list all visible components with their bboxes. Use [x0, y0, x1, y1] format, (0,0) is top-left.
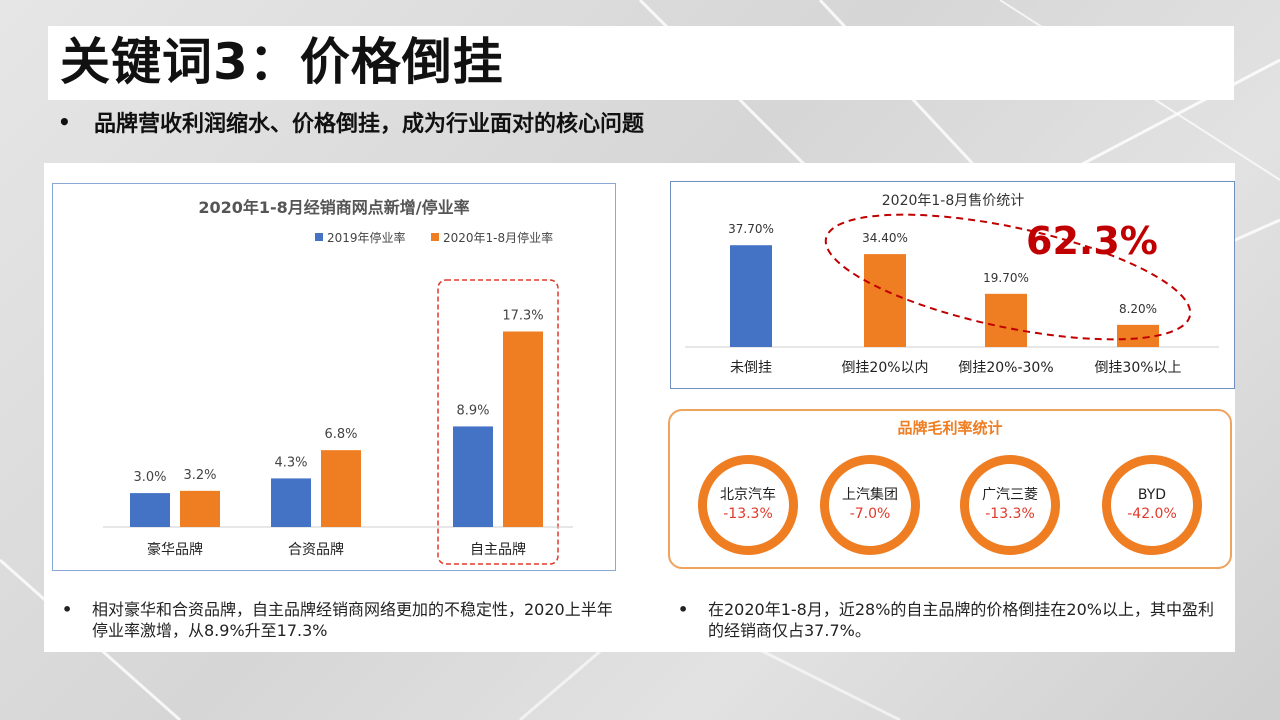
page-subtitle: 品牌营收利润缩水、价格倒挂，成为行业面对的核心问题 [94, 112, 645, 137]
data-label: 6.8% [324, 427, 357, 442]
bullet-marker: • [678, 600, 689, 619]
data-label: 8.20% [1119, 302, 1157, 316]
legend-swatch [431, 233, 439, 241]
data-label: 37.70% [728, 222, 774, 236]
legend-label: 2019年停业率 [327, 230, 406, 245]
bar [271, 478, 311, 527]
bar [321, 450, 361, 527]
bullet-marker: • [58, 110, 71, 134]
margin-brand-value: -42.0% [1127, 506, 1177, 522]
data-label: 4.3% [274, 455, 307, 470]
category-label: 倒挂20%以内 [841, 360, 928, 376]
closure-rate-chart: 2020年1-8月经销商网点新增/停业率 2019年停业率 2020年1-8月停业率… [52, 183, 616, 571]
margin-brand-name: 北京汽车 [720, 487, 776, 503]
highlight-ellipse [824, 213, 1192, 341]
price-inversion-chart-svg: 2020年1-8月售价统计 37.70% 未倒挂 34.40% 倒挂20%以内 19.70… [685, 193, 1219, 376]
content-panel: 2020年1-8月经销商网点新增/停业率 2019年停业率 2020年1-8月停业率… [44, 163, 1235, 652]
data-label: 3.0% [133, 470, 166, 485]
margin-ring-byd: BYD -42.0% [1102, 455, 1202, 555]
margin-ring-saic: 上汽集团 -7.0% [820, 455, 920, 555]
category-label: 倒挂20%-30% [958, 360, 1053, 376]
bar [180, 490, 220, 527]
data-label: 3.2% [183, 468, 216, 483]
category-label: 合资品牌 [288, 541, 344, 558]
bar [453, 426, 493, 527]
price-inversion-chart: 2020年1-8月售价统计 37.70% 未倒挂 34.40% 倒挂20%以内 19.70… [670, 181, 1235, 389]
legend-swatch [315, 233, 323, 241]
margin-ring-gac-mitsubishi: 广汽三菱 -13.3% [960, 455, 1060, 555]
margin-brand-value: -7.0% [849, 506, 891, 522]
data-label: 19.70% [983, 271, 1029, 285]
highlight-box [437, 279, 559, 565]
data-label: 34.40% [862, 231, 908, 245]
bar [503, 331, 543, 527]
category-label: 未倒挂 [730, 360, 772, 376]
bar [130, 493, 170, 527]
gross-margin-title: 品牌毛利率统计 [897, 419, 1003, 437]
chart-title: 2020年1-8月经销商网点新增/停业率 [198, 198, 469, 217]
chart-title: 2020年1-8月售价统计 [882, 193, 1025, 209]
bar [1117, 324, 1159, 347]
margin-brand-name: BYD [1137, 487, 1167, 503]
note-right-text: 在2020年1-8月，近28%的自主品牌的价格倒挂在20%以上，其中盈利的经销商… [708, 600, 1214, 640]
margin-brand-name: 上汽集团 [842, 487, 898, 503]
bar [864, 254, 906, 347]
closure-rate-chart-svg: 2020年1-8月经销商网点新增/停业率 2019年停业率 2020年1-8月停业率… [103, 198, 573, 565]
category-label: 倒挂30%以上 [1094, 360, 1181, 376]
legend-label: 2020年1-8月停业率 [443, 230, 553, 245]
category-label: 豪华品牌 [147, 541, 203, 558]
note-left-text: 相对豪华和合资品牌，自主品牌经销商网络更加的不稳定性，2020上半年停业率激增，… [92, 600, 613, 640]
bullet-marker: • [62, 600, 73, 619]
bar [985, 293, 1027, 347]
margin-ring-beijing: 北京汽车 -13.3% [698, 455, 798, 555]
page-title: 关键词3：价格倒挂 [60, 33, 504, 91]
title-bar: 关键词3：价格倒挂 [48, 26, 1234, 100]
annotation-label: 62.3% [1026, 219, 1158, 263]
data-label: 17.3% [502, 309, 543, 324]
margin-brand-name: 广汽三菱 [982, 487, 1038, 503]
note-right: • 在2020年1-8月，近28%的自主品牌的价格倒挂在20%以上，其中盈利的经… [678, 599, 1218, 641]
margin-brand-value: -13.3% [723, 506, 773, 522]
category-label: 自主品牌 [470, 541, 526, 558]
gross-margin-panel: 品牌毛利率统计 北京汽车 -13.3% 上汽集团 -7.0% 广汽三菱 -13.… [668, 409, 1232, 569]
bar [730, 245, 772, 347]
note-left: • 相对豪华和合资品牌，自主品牌经销商网络更加的不稳定性，2020上半年停业率激… [62, 599, 622, 641]
data-label: 8.9% [456, 403, 489, 418]
margin-brand-value: -13.3% [985, 506, 1035, 522]
subtitle-row: • 品牌营收利润缩水、价格倒挂，成为行业面对的核心问题 [58, 106, 644, 138]
